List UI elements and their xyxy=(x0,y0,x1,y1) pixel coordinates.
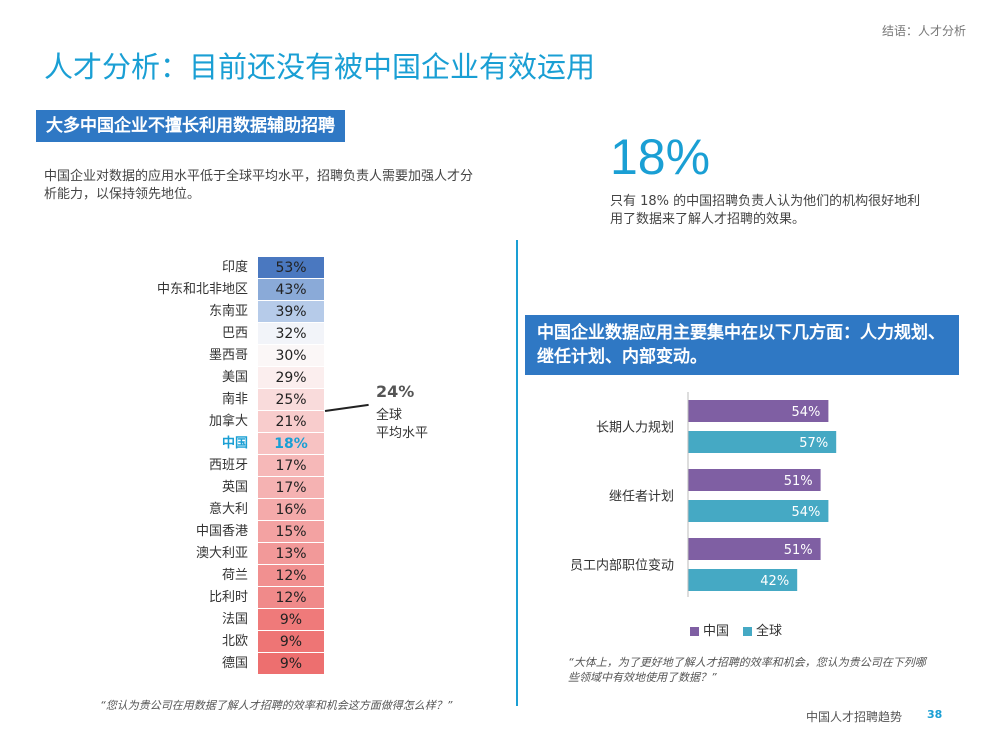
country-name: 比利时 xyxy=(208,590,248,605)
bar-china xyxy=(688,400,829,422)
country-row: 中东和北非地区 43% xyxy=(0,279,1000,301)
country-row: 墨西哥 30% xyxy=(0,345,1000,367)
country-value: 32% xyxy=(258,323,324,345)
data-usage-bar-chart: 长期人力规划 54% 57% 继任者计划 51% 54% 员工内部职位变动 51% 42% xyxy=(570,392,837,597)
country-value: 30% xyxy=(258,345,324,367)
country-name: 加拿大 xyxy=(208,414,248,429)
bar-global xyxy=(688,500,829,522)
global-average-value: 24% xyxy=(376,382,415,401)
big-stat-description: 只有 18% 的中国招聘负责人认为他们的机构很好地利用了数据来了解人才招聘的效果… xyxy=(610,194,921,227)
country-value: 53% xyxy=(258,257,324,279)
country-value: 18% xyxy=(258,433,324,455)
global-average-label: 全球 xyxy=(376,408,403,423)
country-ranking-table: 印度 53% 中东和北非地区 43% 东南亚 39% 巴西 32% 墨西哥 30% 美国 29% 南非 2… xyxy=(0,257,1000,677)
country-row: 意大利 16% xyxy=(0,499,1000,521)
country-row: 美国 29% xyxy=(0,367,1000,389)
country-row: 加拿大 21% xyxy=(0,411,1000,433)
country-row: 巴西 32% xyxy=(0,323,1000,345)
country-value: 21% xyxy=(258,411,324,433)
country-row: 东南亚 39% xyxy=(0,301,1000,323)
legend-label: 全球 xyxy=(756,624,783,639)
legend-item: 全球 xyxy=(743,624,782,639)
country-name: 中东和北非地区 xyxy=(156,282,248,297)
category-label: 长期人力规划 xyxy=(596,421,674,436)
country-row: 南非 25% xyxy=(0,389,1000,411)
country-name: 澳大利亚 xyxy=(195,546,248,561)
bar-value-label: 51% xyxy=(784,474,813,489)
global-average-label-2: 平均水平 xyxy=(376,426,429,441)
country-name: 中国 xyxy=(221,436,248,451)
country-value: 43% xyxy=(258,279,324,301)
bar-value-label: 54% xyxy=(791,405,820,420)
country-name: 美国 xyxy=(221,370,248,385)
country-value: 17% xyxy=(258,455,324,477)
breadcrumb: 结语：人才分析 xyxy=(881,24,966,38)
country-row: 荷兰 12% xyxy=(0,565,1000,587)
country-value: 16% xyxy=(258,499,324,521)
country-row: 中国香港 15% xyxy=(0,521,1000,543)
country-row: 德国 9% xyxy=(0,653,1000,675)
right-survey-question: “大体上，为了更好地了解人才招聘的效率和机会，您认为贵公司在下列哪些领域中有效地… xyxy=(568,656,926,684)
country-name: 意大利 xyxy=(208,502,248,517)
footer-title: 中国人才招聘趋势 xyxy=(806,710,903,724)
country-value: 17% xyxy=(258,477,324,499)
country-value: 13% xyxy=(258,543,324,565)
category-label: 继任者计划 xyxy=(609,490,674,505)
bar-value-label: 51% xyxy=(784,543,813,558)
country-name: 墨西哥 xyxy=(208,348,248,363)
country-value: 12% xyxy=(258,565,324,587)
country-name: 西班牙 xyxy=(208,458,248,473)
bar-value-label: 42% xyxy=(760,574,789,589)
country-value: 12% xyxy=(258,587,324,609)
bar-global xyxy=(688,569,798,591)
country-value: 9% xyxy=(258,653,324,675)
country-value: 25% xyxy=(258,389,324,411)
legend-swatch xyxy=(690,627,699,636)
bar-value-label: 57% xyxy=(799,436,828,451)
country-name: 荷兰 xyxy=(221,568,248,583)
country-name: 德国 xyxy=(221,656,248,671)
country-value: 15% xyxy=(258,521,324,543)
page-number: 38 xyxy=(927,708,943,721)
legend-item: 中国 xyxy=(690,624,729,639)
left-survey-question: “您认为贵公司在用数据了解人才招聘的效率和机会这方面做得怎么样？” xyxy=(100,699,453,712)
right-section-title: 中国企业数据应用主要集中在以下几方面：人力规划、继任计划、内部变动。 xyxy=(525,315,959,375)
country-row: 中国 18% xyxy=(0,433,1000,455)
country-name: 法国 xyxy=(221,612,248,627)
chart-legend: 中国 全球 xyxy=(690,620,796,639)
country-value: 39% xyxy=(258,301,324,323)
divider xyxy=(516,240,518,706)
country-name: 英国 xyxy=(221,480,248,495)
bar-value-label: 54% xyxy=(791,505,820,520)
country-row: 比利时 12% xyxy=(0,587,1000,609)
country-name: 北欧 xyxy=(221,634,248,649)
country-value: 29% xyxy=(258,367,324,389)
bar-china xyxy=(688,538,821,560)
big-stat-value: 18% xyxy=(610,129,711,185)
country-row: 西班牙 17% xyxy=(0,455,1000,477)
category-label: 员工内部职位变动 xyxy=(570,558,674,574)
left-section-title: 大多中国企业不擅长利用数据辅助招聘 xyxy=(36,110,345,142)
legend-label: 中国 xyxy=(703,624,730,639)
country-row: 印度 53% xyxy=(0,257,1000,279)
country-name: 巴西 xyxy=(221,326,248,341)
country-name: 东南亚 xyxy=(208,304,248,319)
country-name: 印度 xyxy=(221,260,248,275)
country-row: 澳大利亚 13% xyxy=(0,543,1000,565)
bar-global xyxy=(688,431,837,453)
country-value: 9% xyxy=(258,609,324,631)
country-name: 南非 xyxy=(221,392,248,407)
left-description: 中国企业对数据的应用水平低于全球平均水平，招聘负责人需要加强人才分析能力，以保持… xyxy=(44,169,474,202)
country-row: 英国 17% xyxy=(0,477,1000,499)
legend-swatch xyxy=(743,627,753,636)
page-title: 人才分析：目前还没有被中国企业有效运用 xyxy=(44,50,596,84)
country-name: 中国香港 xyxy=(195,524,248,539)
country-row: 北欧 9% xyxy=(0,631,1000,653)
country-value: 9% xyxy=(258,631,324,653)
country-row: 法国 9% xyxy=(0,609,1000,631)
bar-china xyxy=(688,469,821,491)
